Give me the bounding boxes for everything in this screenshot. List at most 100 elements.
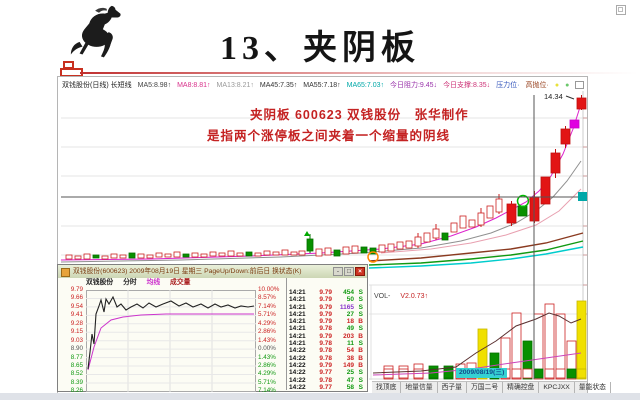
mode-label: 分时 — [123, 279, 137, 286]
intraday-titlebar[interactable]: 双钱股份(600623) 2009年08月19日 星期三 PageUp/Down… — [58, 265, 367, 278]
tab-精确控盘[interactable]: 精确控盘 — [503, 382, 540, 393]
percent-axis-label: 10.00% — [258, 286, 280, 293]
app-icon — [61, 268, 70, 277]
price-axis-label: 9.54 — [70, 302, 83, 310]
order-price: 9.78 — [319, 340, 332, 348]
price-axis-label: 9.15 — [70, 328, 83, 336]
order-time: 14:21 — [289, 303, 306, 311]
intraday-avg-line — [87, 313, 254, 371]
resize-corner-icon[interactable] — [616, 5, 626, 15]
order-row: 14:21 9.79 1165 S — [289, 304, 367, 311]
crosshair — [61, 95, 587, 379]
tick-order-list: 14:21 9.79 454 S 14:21 9.79 50 S 14:21 9.79 1165 S 1… — [289, 289, 367, 391]
order-price: 9.79 — [319, 361, 332, 369]
topbar-item: MA5:8.98↑ — [137, 82, 172, 89]
ma-line-brown — [368, 232, 584, 262]
window-icon[interactable] — [575, 81, 584, 89]
order-flag: S — [358, 325, 363, 333]
tab-西子量[interactable]: 西子量 — [438, 382, 467, 393]
tab-量能状态[interactable]: 量能状态 — [575, 382, 611, 393]
topbar-item: MA8:8.81↑ — [177, 82, 211, 89]
volume-indicator-label: VOL- V2.0.73↑ — [374, 293, 428, 300]
close-icon[interactable]: × — [355, 267, 365, 276]
order-flag: B — [358, 361, 363, 369]
price-axis-label: 9.66 — [70, 294, 83, 302]
stock-name: 双钱股份 — [86, 279, 114, 286]
maximize-button[interactable]: □ — [344, 267, 354, 276]
order-flag: S — [358, 296, 363, 304]
price-axis-label: 8.52 — [70, 370, 83, 378]
order-flag: S — [358, 376, 363, 384]
divider — [286, 278, 287, 390]
topbar-item: MA65:7.03↑ — [346, 82, 384, 89]
order-price: 9.79 — [319, 318, 332, 326]
order-row: 14:22 9.78 54 B — [289, 347, 367, 354]
order-flag: S — [358, 303, 363, 311]
price-axis: 9.79 9.66 9.54 9.41 9.28 9.15 9.03 8.90 8.77 8.65… — [60, 286, 83, 396]
topbar-item: 今日支撑:8.35↓ — [443, 82, 491, 89]
markers — [304, 194, 530, 263]
order-volume: 203 — [343, 332, 354, 340]
order-flag: B — [358, 354, 363, 362]
order-volume: 18 — [346, 318, 354, 326]
order-flag: S — [358, 383, 363, 391]
intraday-window: 双钱股份(600623) 2009年08月19日 星期三 PageUp/Down… — [57, 264, 368, 394]
order-volume: 47 — [346, 376, 354, 384]
annotation-title: 夹阴板 600623 双钱股份 张华制作 — [250, 108, 469, 122]
price-axis-label: 8.26 — [70, 387, 83, 395]
ma-line-gray — [60, 160, 582, 263]
order-row: 14:21 9.79 50 S — [289, 296, 367, 303]
order-time: 14:21 — [289, 318, 306, 326]
candles — [65, 95, 587, 260]
percent-axis-label: 2.86% — [258, 328, 276, 336]
percent-axis-label: 4.29% — [258, 370, 276, 378]
order-row: 14:21 9.78 49 S — [289, 325, 367, 332]
annotation-subtitle: 是指两个涨停板之间夹着一个缩量的阴线 — [207, 129, 451, 143]
horse-logo — [70, 5, 121, 58]
percent-axis-label: 5.71% — [258, 311, 276, 319]
order-row: 14:22 9.77 25 S — [289, 369, 367, 376]
order-volume: 149 — [343, 361, 354, 369]
order-price: 9.79 — [319, 332, 332, 340]
order-time: 14:22 — [289, 369, 306, 377]
ma-line-cyan — [368, 246, 584, 269]
order-flag: S — [358, 369, 363, 377]
order-time: 14:21 — [289, 296, 306, 304]
order-volume: 25 — [346, 369, 354, 377]
price-axis-label: 8.77 — [70, 353, 83, 361]
order-price: 9.79 — [319, 303, 332, 311]
topbar-item: 压力位· — [496, 82, 520, 89]
ma-line-green — [368, 240, 584, 266]
order-volume: 58 — [346, 383, 354, 391]
order-volume: 11 — [347, 340, 354, 348]
bottom-strip — [0, 393, 640, 400]
percent-axis-label: 2.86% — [258, 361, 276, 369]
order-volume: 54 — [346, 347, 354, 355]
order-flag: S — [358, 289, 363, 296]
minimize-button[interactable]: - — [333, 267, 343, 276]
tab-找顶底[interactable]: 找顶底 — [372, 382, 402, 393]
order-row: 14:22 9.78 47 S — [289, 377, 367, 384]
tab-万国二号[interactable]: 万国二号 — [467, 382, 504, 393]
order-row: 14:21 9.79 18 B — [289, 318, 367, 325]
tab-地量信量[interactable]: 地量信量 — [401, 382, 438, 393]
percent-axis-label: 7.14% — [258, 302, 276, 310]
order-flag: S — [358, 340, 363, 348]
order-time: 14:22 — [289, 376, 306, 384]
order-row: 14:21 9.79 454 S — [289, 289, 367, 296]
red-divider — [80, 72, 638, 74]
order-flag: B — [358, 347, 363, 355]
price-axis-label: 9.03 — [70, 336, 83, 344]
intraday-grid — [86, 290, 256, 392]
order-price: 9.78 — [319, 347, 332, 355]
topbar-item: MA45:7.35↑ — [259, 82, 298, 89]
order-price: 9.79 — [319, 289, 332, 296]
intraday-title-text: 双钱股份(600623) 2009年08月19日 星期三 PageUp/Down… — [73, 268, 302, 275]
tab-KPCJXX[interactable]: KPCJXX — [539, 382, 575, 393]
order-volume: 27 — [346, 310, 354, 318]
order-price: 9.79 — [319, 296, 332, 304]
order-price: 9.78 — [319, 325, 332, 333]
topbar-item: 今日阻力:9.45↓ — [389, 82, 438, 89]
order-time: 14:22 — [289, 354, 306, 362]
order-time: 14:21 — [289, 289, 306, 296]
